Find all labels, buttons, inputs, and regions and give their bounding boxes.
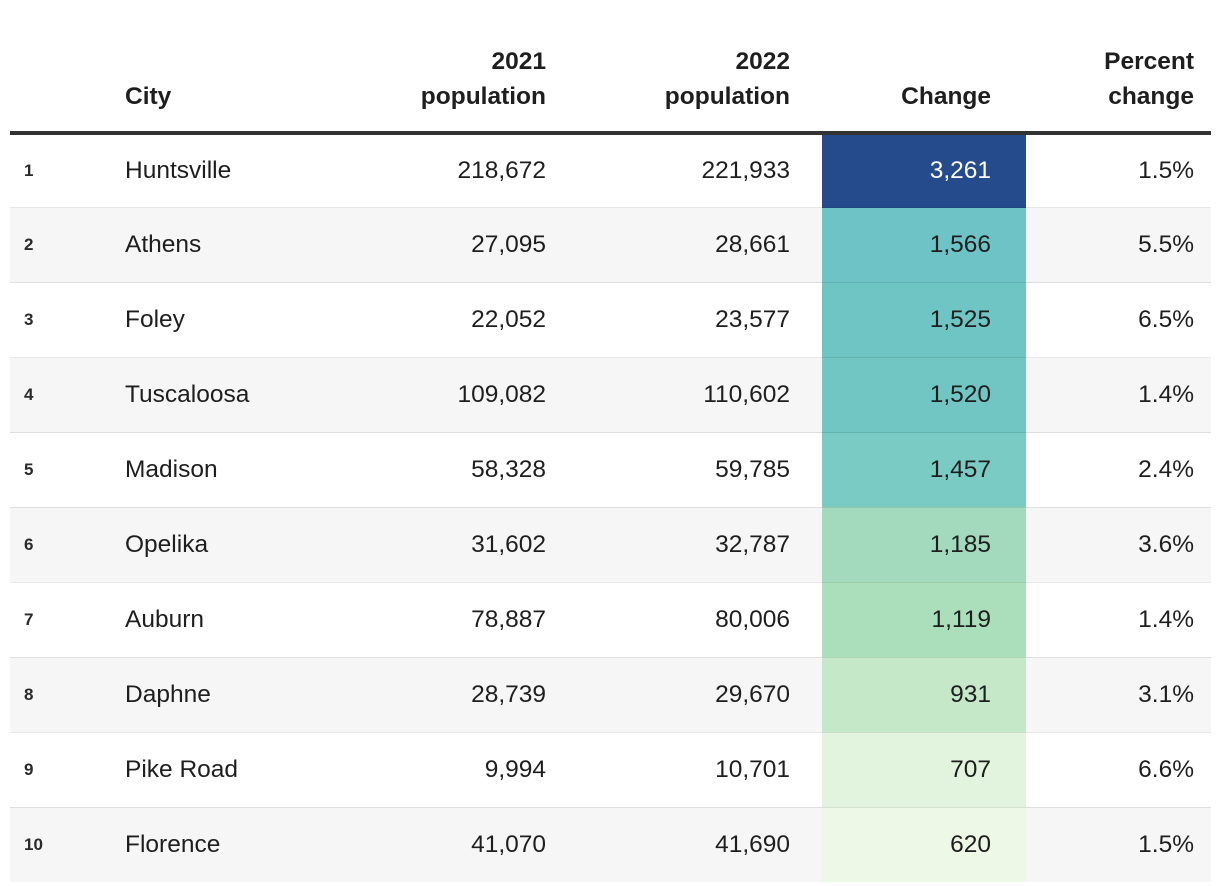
percent-change-cell: 1.4% [1026,357,1211,433]
pop2022-cell: 23,577 [556,282,822,358]
rank-cell: 1 [24,161,34,181]
table-row: 2 Athens 27,095 28,661 1,566 5.5% [10,207,1211,283]
percent-change-cell: 6.6% [1026,731,1211,808]
table-body: 1 Huntsville 218,672 221,933 3,261 1.5% … [10,133,1211,882]
pop2022-cell: 10,701 [556,731,822,808]
pop2022-cell: 80,006 [556,581,822,658]
change-cell: 1,525 [822,282,1026,358]
pop2021-cell: 109,082 [325,357,556,433]
table-row: 4 Tuscaloosa 109,082 110,602 1,520 1.4% [10,357,1211,433]
table-row: 8 Daphne 28,739 29,670 931 3.1% [10,656,1211,733]
pop2022-cell: 41,690 [556,806,822,882]
pop2021-cell: 9,994 [325,731,556,808]
pop2021-cell: 58,328 [325,432,556,508]
pop2021-cell: 78,887 [325,581,556,658]
percent-change-cell: 3.1% [1026,656,1211,733]
table-row: 5 Madison 58,328 59,785 1,457 2.4% [10,432,1211,508]
header-row: City 2021 population 2022 population Cha… [10,0,1211,135]
table-header: City 2021 population 2022 population Cha… [10,0,1211,135]
percent-change-cell: 5.5% [1026,207,1211,283]
pop2021-cell: 31,602 [325,506,556,583]
table-row: 6 Opelika 31,602 32,787 1,185 3.6% [10,506,1211,583]
pop2021-cell: 27,095 [325,207,556,283]
city-cell: Opelika [125,506,325,583]
rank-cell: 3 [10,282,125,358]
percent-change-cell: 1.5% [1138,157,1194,185]
pop2022-cell: 29,670 [556,656,822,733]
table-row: 3 Foley 22,052 23,577 1,525 6.5% [10,282,1211,358]
rank-cell: 4 [10,357,125,433]
pop2022-cell: 28,661 [556,207,822,283]
pop2021-cell: 41,070 [325,806,556,882]
header-change: Change [822,0,1026,135]
header-rank [10,0,125,135]
header-city: City [125,0,325,135]
table-row: 1 Huntsville 218,672 221,933 3,261 1.5% [10,133,1211,208]
pop2021-cell: 22,052 [325,282,556,358]
change-cell: 1,185 [822,506,1026,583]
city-cell: Florence [125,806,325,882]
change-cell: 1,520 [822,357,1026,433]
pop2021-cell: 218,672 [457,157,546,185]
percent-change-cell: 1.4% [1026,581,1211,658]
percent-change-cell: 2.4% [1026,432,1211,508]
change-cell: 1,119 [822,581,1026,658]
change-cell: 620 [822,806,1026,882]
city-population-table: City 2021 population 2022 population Cha… [10,0,1211,882]
change-cell: 931 [822,656,1026,733]
table-row: 9 Pike Road 9,994 10,701 707 6.6% [10,731,1211,808]
city-cell: Tuscaloosa [125,357,325,433]
city-cell: Daphne [125,656,325,733]
city-cell: Athens [125,207,325,283]
change-cell: 1,457 [822,432,1026,508]
rank-cell: 10 [10,806,125,882]
pop2022-cell: 32,787 [556,506,822,583]
city-cell: Auburn [125,581,325,658]
rank-cell: 7 [10,581,125,658]
rank-cell: 8 [10,656,125,733]
header-pop2022: 2022 population [556,0,822,135]
pop2022-cell: 59,785 [556,432,822,508]
percent-change-cell: 3.6% [1026,506,1211,583]
rank-cell: 9 [10,731,125,808]
header-percent-change: Percent change [1026,0,1211,135]
rank-cell: 2 [10,207,125,283]
change-cell: 707 [822,731,1026,808]
header-pop2021: 2021 population [325,0,556,135]
pop2022-cell: 221,933 [701,157,790,185]
change-cell: 3,261 [822,133,1026,208]
pop2022-cell: 110,602 [556,357,822,433]
city-cell: Pike Road [125,731,325,808]
percent-change-cell: 6.5% [1026,282,1211,358]
city-cell: Madison [125,432,325,508]
rank-cell: 5 [10,432,125,508]
percent-change-cell: 1.5% [1026,806,1211,882]
table-row: 7 Auburn 78,887 80,006 1,119 1.4% [10,581,1211,658]
change-cell: 1,566 [822,207,1026,283]
city-cell: Huntsville [125,157,232,185]
pop2021-cell: 28,739 [325,656,556,733]
table-row: 10 Florence 41,070 41,690 620 1.5% [10,806,1211,882]
rank-cell: 6 [10,506,125,583]
city-cell: Foley [125,282,325,358]
